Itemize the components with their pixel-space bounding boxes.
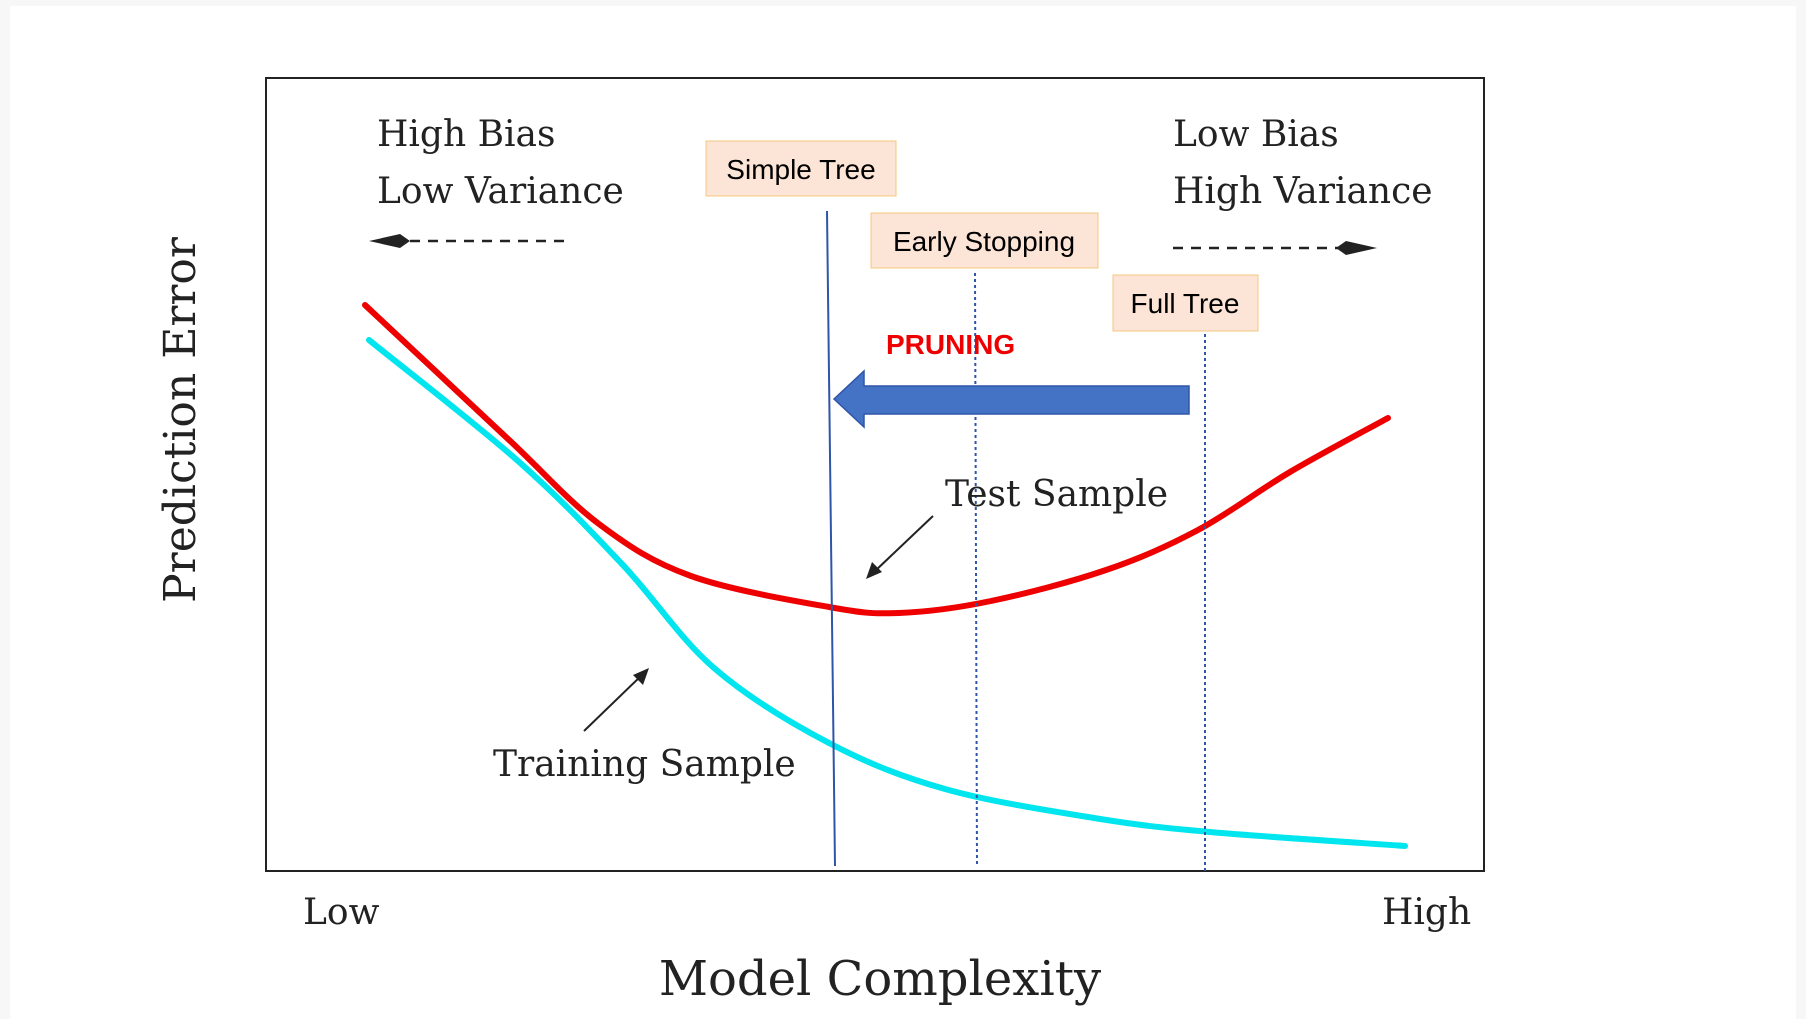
- marker-label: Early Stopping: [893, 226, 1075, 257]
- x-high-label: High: [1382, 892, 1471, 933]
- arrow-head: [1336, 241, 1377, 255]
- curve-label: Training Sample: [493, 744, 796, 785]
- simple-tree-line: [826, 210, 836, 867]
- pointer: [873, 515, 934, 573]
- marker-box: [870, 212, 1099, 269]
- marker-label: Simple Tree: [726, 154, 875, 185]
- marker-box: [1112, 274, 1259, 332]
- pruning-label: PRUNING: [886, 329, 1015, 360]
- note: High Bias: [377, 114, 556, 155]
- test-curve: [362, 302, 1391, 617]
- arrow-head: [633, 668, 649, 685]
- training-curve: [366, 337, 1408, 849]
- pointer: [583, 674, 643, 732]
- y-axis-label: Prediction Error: [155, 236, 206, 603]
- x-low-label: Low: [303, 892, 380, 933]
- note: Low Bias: [1173, 114, 1339, 155]
- plot-frame: [265, 77, 1485, 872]
- curve-label: Test Sample: [945, 474, 1168, 515]
- arrow-head: [866, 562, 882, 579]
- note: Low Variance: [377, 171, 624, 212]
- marker-label: Full Tree: [1131, 288, 1240, 319]
- pruning-arrow: [832, 369, 1190, 429]
- marker-box: [705, 140, 897, 197]
- note: High Variance: [1173, 171, 1433, 212]
- x-axis-label: Model Complexity: [659, 951, 1101, 1007]
- early-stopping-line: [974, 272, 978, 867]
- canvas: [10, 6, 1796, 1019]
- arrow-head: [369, 234, 410, 248]
